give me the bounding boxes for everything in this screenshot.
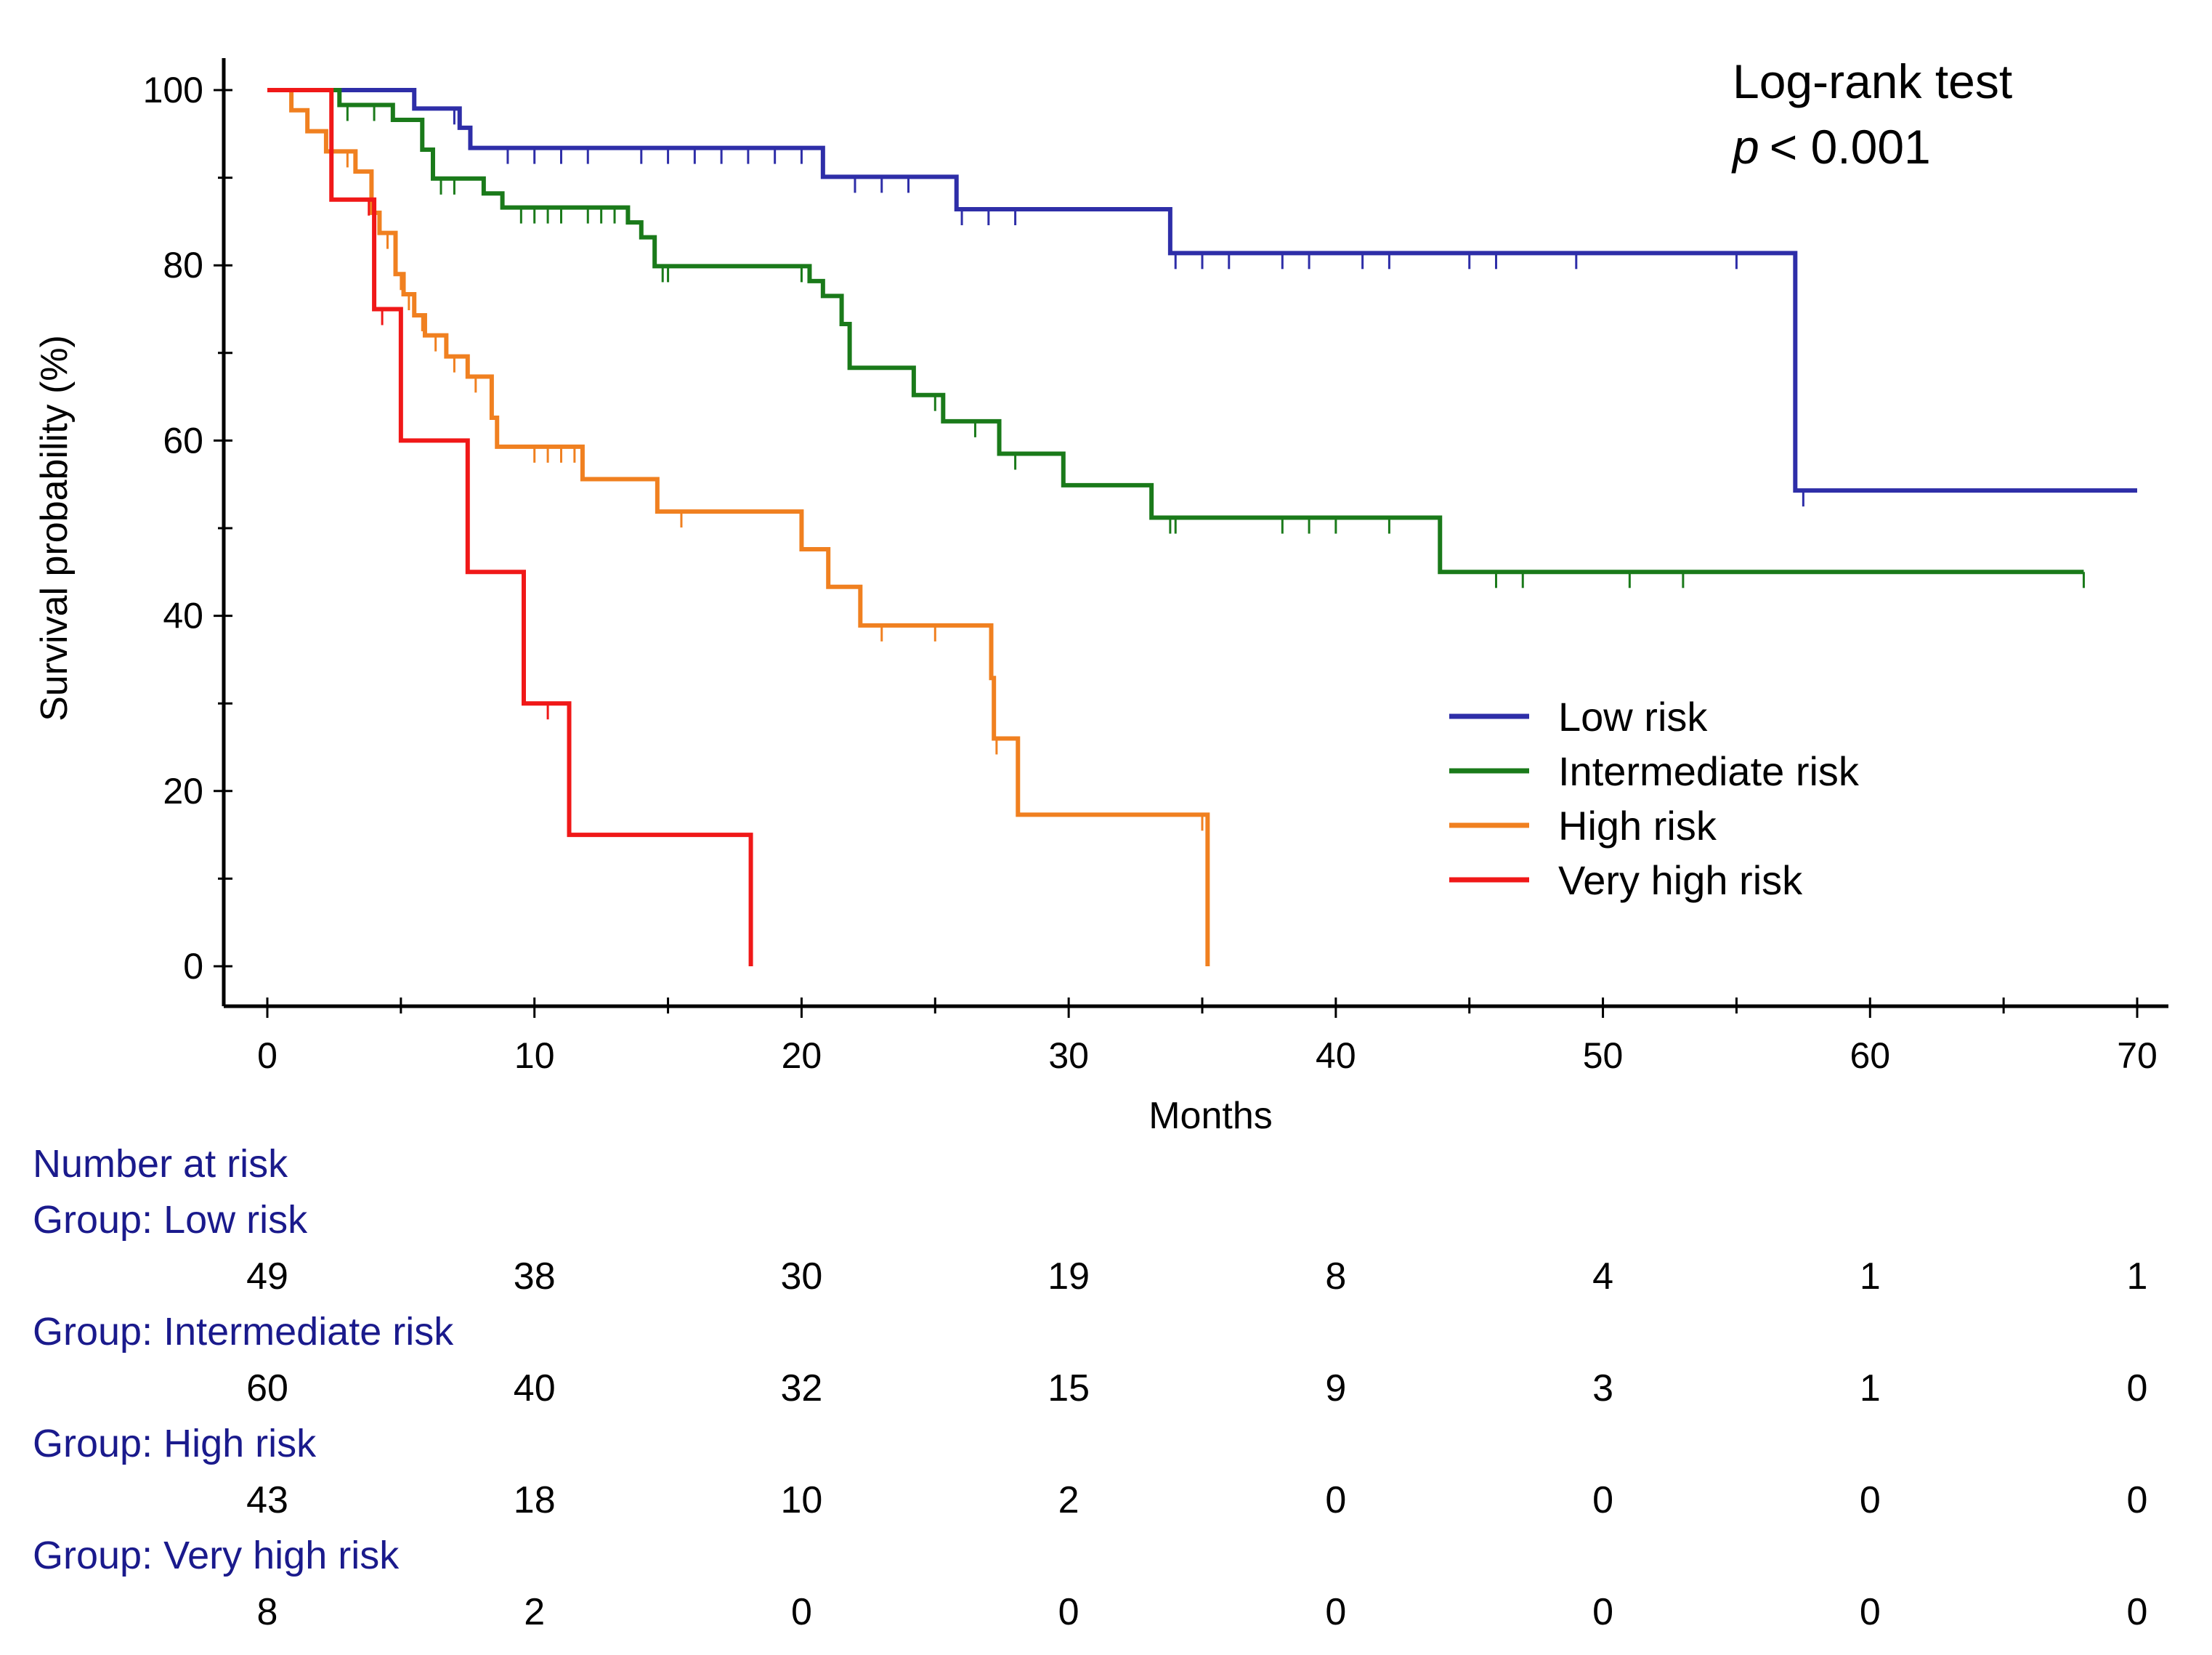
risk-count: 0 xyxy=(1325,1479,1346,1521)
risk-count: 43 xyxy=(246,1479,288,1521)
risk-count: 1 xyxy=(1860,1367,1881,1409)
risk-count: 8 xyxy=(1325,1255,1346,1298)
y-tick-label-60: 60 xyxy=(163,420,203,461)
x-tick-label-40: 40 xyxy=(1316,1035,1356,1076)
p-value-annotation: p < 0.001 xyxy=(1731,120,1931,174)
risk-count: 0 xyxy=(2127,1479,2148,1521)
risk-count: 2 xyxy=(524,1591,545,1633)
risk-count: 15 xyxy=(1048,1367,1090,1409)
legend-item-intermediate-risk: Intermediate risk xyxy=(1449,748,1860,794)
y-tick-label-100: 100 xyxy=(143,70,203,110)
risk-count: 0 xyxy=(1592,1591,1613,1633)
risk-row-group-intermediate-risk: Group: Intermediate risk 60 40 32 15 9 3 1 0 xyxy=(33,1310,2147,1409)
y-tick-label-80: 80 xyxy=(163,245,203,286)
risk-count: 3 xyxy=(1592,1367,1613,1409)
risk-count: 40 xyxy=(514,1367,556,1409)
risk-count: 60 xyxy=(246,1367,288,1409)
x-tick-label-0: 0 xyxy=(257,1035,277,1076)
risk-count: 19 xyxy=(1048,1255,1090,1298)
risk-table-title: Number at risk xyxy=(33,1142,288,1186)
risk-count: 49 xyxy=(246,1255,288,1298)
risk-count: 9 xyxy=(1325,1367,1346,1409)
survival-curve-high-risk xyxy=(267,88,1210,966)
y-tick-label-20: 20 xyxy=(163,771,203,812)
y-tick-label-0: 0 xyxy=(183,946,203,987)
x-tick-label-30: 30 xyxy=(1048,1035,1089,1076)
survival-curve-low-risk xyxy=(267,88,2137,493)
x-tick-label-50: 50 xyxy=(1583,1035,1624,1076)
survival-curve-very-high-risk xyxy=(267,88,753,966)
risk-count: 30 xyxy=(781,1255,823,1298)
risk-count: 0 xyxy=(1058,1591,1079,1633)
x-axis-title: Months xyxy=(1148,1095,1273,1137)
x-tick-label-20: 20 xyxy=(782,1035,822,1076)
risk-group-label: Group: High risk xyxy=(33,1422,317,1465)
series-low-risk xyxy=(267,88,2137,507)
series-high-risk xyxy=(267,88,1210,966)
x-tick-label-10: 10 xyxy=(514,1035,555,1076)
plot-axes: 0 20 40 60 80 100 0 10 20 30 40 50 60 70 Months Surviva… xyxy=(33,58,2168,1137)
risk-count: 38 xyxy=(514,1255,556,1298)
legend-item-very-high-risk: Very high risk xyxy=(1449,857,1803,903)
risk-count: 2 xyxy=(1058,1479,1079,1521)
x-tick-label-70: 70 xyxy=(2117,1035,2158,1076)
risk-count: 0 xyxy=(2127,1367,2148,1409)
risk-count: 10 xyxy=(781,1479,823,1521)
risk-group-label: Group: Intermediate risk xyxy=(33,1310,454,1353)
x-tick-label-60: 60 xyxy=(1850,1035,1890,1076)
legend-item-high-risk: High risk xyxy=(1449,803,1717,849)
risk-count: 8 xyxy=(257,1591,278,1633)
legend-label-intermediate-risk: Intermediate risk xyxy=(1558,748,1860,794)
risk-count: 1 xyxy=(1860,1255,1881,1298)
risk-group-label: Group: Very high risk xyxy=(33,1534,400,1577)
plot-series xyxy=(267,88,2137,966)
y-tick-label-40: 40 xyxy=(163,596,203,636)
risk-row-group-very-high-risk: Group: Very high risk 8 2 0 0 0 0 0 0 xyxy=(33,1534,2147,1633)
p-symbol: p xyxy=(1731,120,1759,174)
risk-count: 0 xyxy=(1860,1591,1881,1633)
risk-row-group-low-risk: Group: Low risk 49 38 30 19 8 4 1 1 xyxy=(33,1198,2147,1298)
risk-count: 0 xyxy=(1860,1479,1881,1521)
risk-count: 4 xyxy=(1592,1255,1613,1298)
risk-count: 0 xyxy=(791,1591,812,1633)
p-value: < 0.001 xyxy=(1770,120,1931,174)
survival-curve-intermediate-risk xyxy=(267,88,2084,575)
risk-row-group-high-risk: Group: High risk 43 18 10 2 0 0 0 0 xyxy=(33,1422,2147,1521)
risk-group-label: Group: Low risk xyxy=(33,1198,308,1242)
risk-count: 0 xyxy=(2127,1591,2148,1633)
y-axis-title: Survival probability (%) xyxy=(33,335,76,721)
series-intermediate-risk xyxy=(267,88,2085,588)
risk-count: 0 xyxy=(1592,1479,1613,1521)
legend-label-very-high-risk: Very high risk xyxy=(1558,857,1803,903)
series-very-high-risk xyxy=(267,88,753,966)
legend-item-low-risk: Low risk xyxy=(1449,694,1708,740)
risk-count: 1 xyxy=(2127,1255,2148,1298)
log-rank-label: Log-rank test xyxy=(1733,54,2012,108)
legend: Low risk Intermediate risk High risk Very h… xyxy=(1449,694,1860,903)
risk-count: 18 xyxy=(514,1479,556,1521)
legend-label-high-risk: High risk xyxy=(1558,803,1717,849)
risk-count: 0 xyxy=(1325,1591,1346,1633)
risk-count: 32 xyxy=(781,1367,823,1409)
legend-label-low-risk: Low risk xyxy=(1558,694,1708,740)
